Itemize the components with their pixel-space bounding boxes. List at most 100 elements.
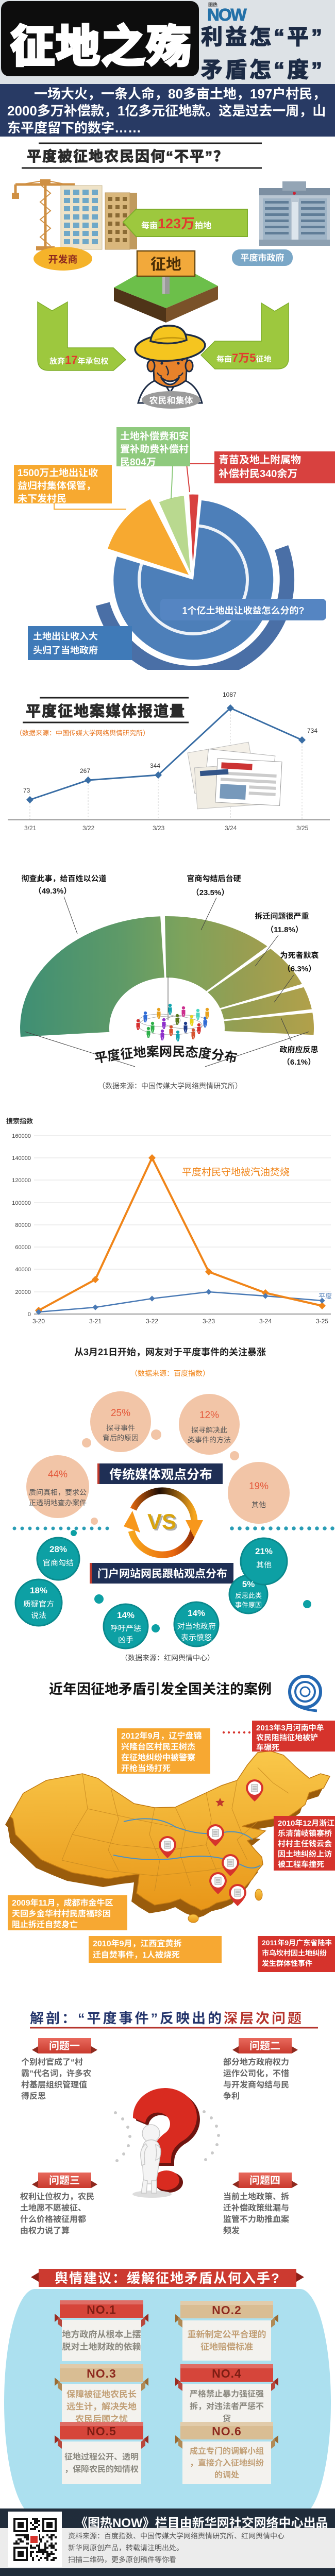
svg-text:个别村官成了“村: 个别村官成了“村 [21,2058,83,2067]
svg-text:19%: 19% [249,1481,269,1492]
svg-text:100000: 100000 [12,1200,31,1206]
svg-text:迁自焚事件，1人被烧死: 迁自焚事件，1人被烧死 [93,1950,180,1960]
svg-text:平度村民守地被汽油焚烧: 平度村民守地被汽油焚烧 [182,1167,290,1178]
svg-text:探寻事件: 探寻事件 [106,1424,135,1432]
svg-text:农民后顾之忧: 农民后顾之忧 [75,2414,128,2424]
svg-text:NO.3: NO.3 [87,2367,116,2380]
svg-text:734: 734 [307,727,317,734]
svg-text:村基层组织管理值: 村基层组织管理值 [21,2080,87,2090]
svg-text:部分地方政府权力: 部分地方政府权力 [223,2058,289,2067]
svg-text:NO.4: NO.4 [212,2367,242,2380]
svg-text:说法: 说法 [31,1611,46,1620]
svg-text:VS: VS [149,1511,178,1535]
svg-text:1500万土地出让收: 1500万土地出让收 [18,467,98,479]
svg-text:问题三: 问题三 [49,2175,80,2186]
svg-text:拆迁问题很严重: 拆迁问题很严重 [255,912,309,921]
svg-text:2010年9月，江西宜黄拆: 2010年9月，江西宜黄拆 [93,1939,182,1948]
svg-text:140000: 140000 [12,1155,31,1161]
svg-text:2010年12月浙江: 2010年12月浙江 [278,1819,334,1828]
svg-text:与开发商勾结与民: 与开发商勾结与民 [223,2080,289,2090]
svg-text:表示愤怒: 表示愤怒 [181,1634,212,1642]
svg-text:0: 0 [28,1311,31,1318]
svg-text:舆情建议：缓解征地矛盾从何入手?: 舆情建议：缓解征地矛盾从何入手? [55,2270,280,2286]
svg-text:2011年9月广东省陆丰: 2011年9月广东省陆丰 [262,1939,332,1947]
svg-text:土地出让收入大: 土地出让收入大 [33,631,98,642]
svg-text:未下发村民: 未下发村民 [18,493,66,504]
svg-text:质问真相，要求公: 质问真相，要求公 [29,1488,87,1496]
svg-text:160000: 160000 [12,1133,31,1139]
svg-text:3/23: 3/23 [153,824,165,832]
svg-text:探寻解决此: 探寻解决此 [191,1426,227,1434]
svg-text:村村主任钱云会: 村村主任钱云会 [278,1840,332,1848]
svg-text:3-20: 3-20 [32,1318,45,1325]
svg-text:补偿村民340余万: 补偿村民340余万 [219,468,297,480]
svg-text:由权力说了算: 由权力说了算 [20,2226,70,2235]
svg-text:平度被征地农民因何“不平”？: 平度被征地农民因何“不平”？ [27,148,229,164]
svg-text:开发商: 开发商 [48,254,77,265]
svg-text:官商勾结: 官商勾结 [43,1559,74,1568]
svg-text:其他: 其他 [256,1561,272,1570]
svg-text:2012年9月，辽宁盘锦: 2012年9月，辽宁盘锦 [121,1731,202,1741]
svg-text:保障被征地农民长: 保障被征地农民长 [66,2389,137,2399]
svg-text:市乌坎村因土地纠纷: 市乌坎村因土地纠纷 [262,1949,327,1957]
svg-text:（6.1%）: （6.1%） [282,1058,315,1067]
svg-text:73: 73 [23,787,30,794]
svg-text:3-23: 3-23 [203,1318,215,1325]
svg-text:（数据来源：中国传媒大学网络舆情研究所）: （数据来源：中国传媒大学网络舆情研究所） [98,1082,242,1090]
svg-text:NO.2: NO.2 [212,2303,242,2317]
svg-text:（数据来源：中国传媒大学网络舆情研究所）: （数据来源：中国传媒大学网络舆情研究所） [15,729,149,737]
svg-text:官商勾结后台硬: 官商勾结后台硬 [187,874,241,883]
svg-text:什么价格被征用都: 什么价格被征用都 [20,2215,86,2224]
svg-text:被工程车撞死: 被工程车撞死 [278,1860,324,1869]
svg-text:（数据来源：百度指数）: （数据来源：百度指数） [130,1369,210,1377]
svg-text:频发: 频发 [223,2226,240,2235]
svg-text:VS: VS [147,1509,176,1534]
svg-text:3/25: 3/25 [296,824,309,832]
svg-text:征地赔偿标准: 征地赔偿标准 [200,2342,253,2352]
svg-text:反思此类: 反思此类 [235,1592,262,1600]
svg-text:平度: 平度 [319,1292,332,1300]
svg-text:3-22: 3-22 [146,1318,158,1325]
svg-text:征地过程公开、透明: 征地过程公开、透明 [64,2452,139,2462]
svg-text:迁补偿政策纰漏与: 迁补偿政策纰漏与 [223,2203,289,2213]
svg-text:（11.8%）: （11.8%） [266,925,303,934]
svg-text:成立专门的调解小组: 成立专门的调解小组 [190,2447,264,2456]
svg-text:农民阻挡征地被铲: 农民阻挡征地被铲 [256,1733,318,1742]
svg-text:解剖：“平度事件”反映出的深层次问题: 解剖：“平度事件”反映出的深层次问题 [30,2011,304,2026]
svg-text:当前土地政策、拆: 当前土地政策、拆 [223,2192,289,2201]
svg-text:的调处: 的调处 [214,2470,239,2480]
svg-text:地方政府从根本上摆: 地方政府从根本上摆 [62,2330,141,2339]
svg-text:阻止拆迁自焚身亡: 阻止拆迁自焚身亡 [12,1920,78,1929]
svg-text:21%: 21% [255,1546,273,1556]
svg-text:其他: 其他 [252,1501,266,1509]
svg-text:问题一: 问题一 [49,2041,80,2052]
svg-text:120000: 120000 [12,1177,31,1184]
svg-text:土地补偿费和安: 土地补偿费和安 [120,431,189,442]
svg-text:（数据来源：红网舆情中心）: （数据来源：红网舆情中心） [121,1654,214,1662]
svg-text:置补助费补偿村: 置补助费补偿村 [120,444,189,455]
svg-text:天回乡金华村村民唐福珍因: 天回乡金华村村民唐福珍因 [12,1909,111,1918]
svg-text:彻查此事，给百姓以公道: 彻查此事，给百姓以公道 [21,874,106,883]
svg-text:NO.5: NO.5 [87,2425,116,2438]
svg-text:问题四: 问题四 [249,2175,280,2186]
svg-text:事件原因: 事件原因 [235,1601,262,1609]
svg-text:3/21: 3/21 [24,824,37,832]
svg-text:问题二: 问题二 [249,2041,280,2052]
svg-text:监管不力助推血案: 监管不力助推血案 [223,2215,289,2224]
svg-text:为死者默哀: 为死者默哀 [280,951,319,960]
svg-text:1个亿土地出让收益怎么分的?: 1个亿土地出让收益怎么分的? [182,605,304,616]
svg-text:，保障农民的知情权: ，保障农民的知情权 [64,2465,139,2474]
svg-text:正透明地查办案件: 正透明地查办案件 [29,1499,87,1507]
svg-text:土地愿不愿被征、: 土地愿不愿被征、 [20,2203,86,2213]
svg-text:5%: 5% [242,1579,255,1589]
svg-text:因土地纠纷上访: 因土地纠纷上访 [278,1850,332,1859]
svg-text:平度征地案媒体报道量: 平度征地案媒体报道量 [26,703,186,720]
svg-text:（23.5%）: （23.5%） [192,888,229,897]
svg-text:权利让位权力，农民: 权利让位权力，农民 [20,2192,94,2201]
svg-text:质疑官方: 质疑官方 [23,1600,54,1609]
svg-text:12%: 12% [199,1410,219,1421]
svg-text:3-21: 3-21 [89,1318,102,1325]
svg-text:搜索指数: 搜索指数 [6,1117,33,1125]
svg-text:青苗及地上附属物: 青苗及地上附属物 [219,454,301,466]
svg-text:40000: 40000 [15,1267,31,1273]
